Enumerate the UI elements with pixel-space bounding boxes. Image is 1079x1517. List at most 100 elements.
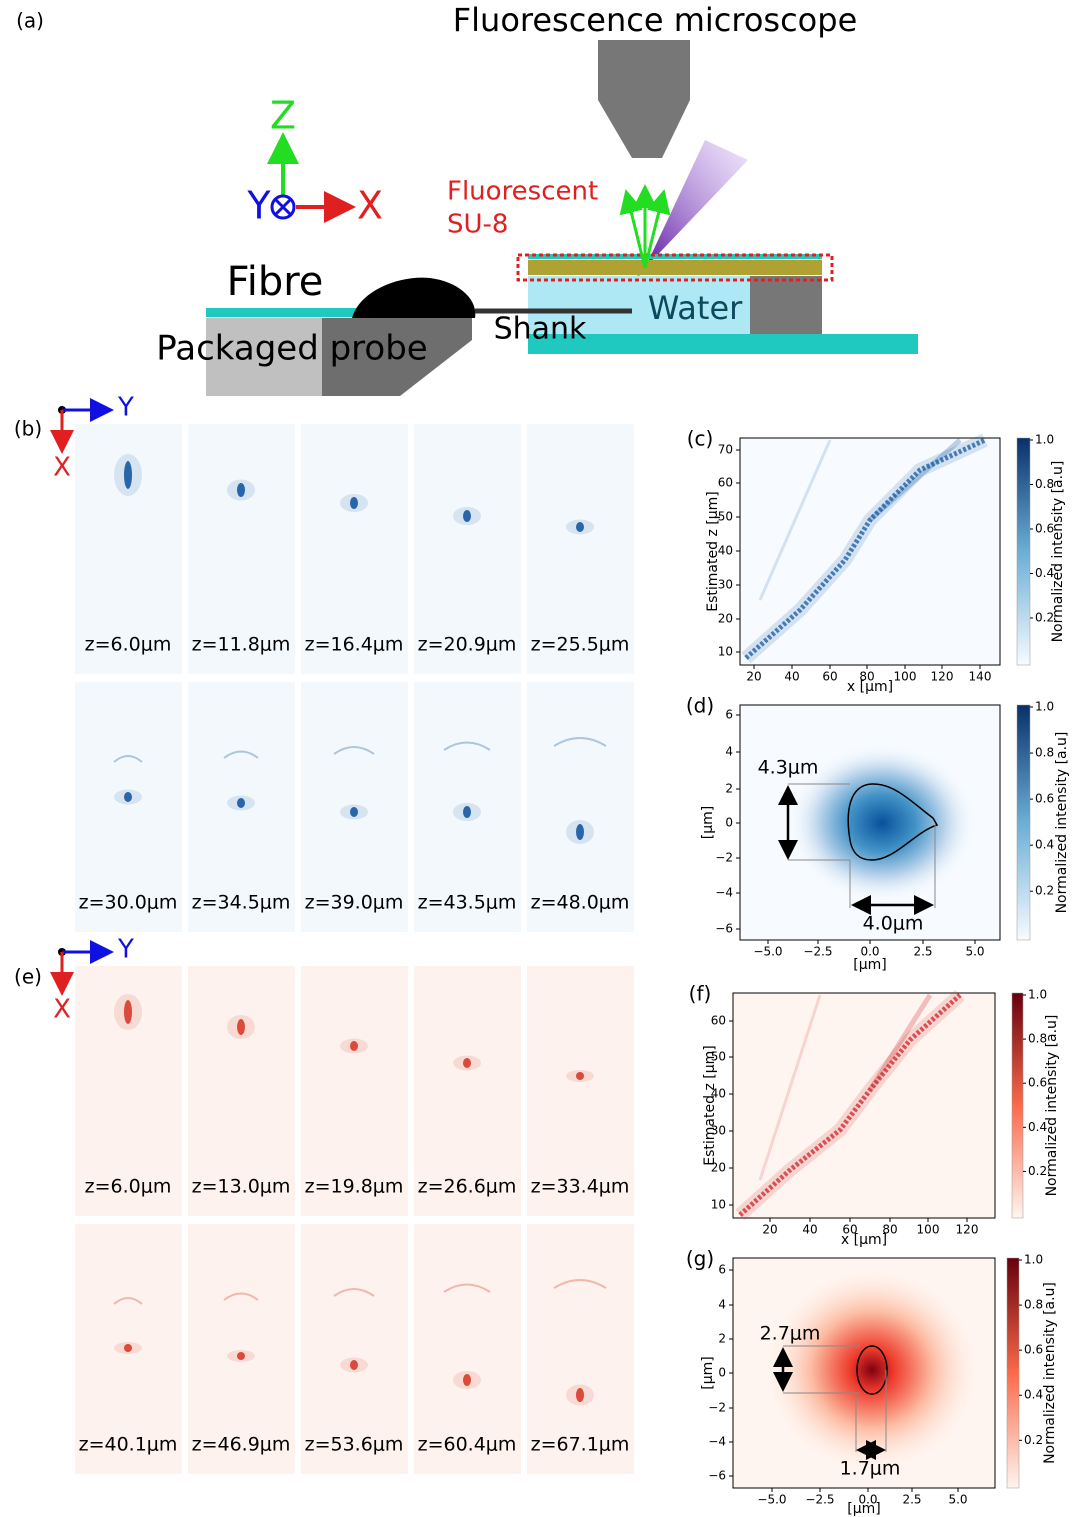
su8-layer: [528, 260, 822, 275]
annotation: 2.7μm: [760, 1323, 821, 1345]
tile-label: z=34.5μm: [192, 892, 291, 914]
label: Fibre: [227, 259, 324, 305]
tile-label: z=26.6μm: [418, 1176, 517, 1198]
arc: [443, 741, 491, 751]
spot: [463, 510, 471, 522]
y-tick-label: −2: [708, 1401, 726, 1415]
y-tick-label: 20: [711, 1161, 726, 1175]
image-tile: [527, 966, 634, 1216]
x-tick-label: 40: [802, 1223, 817, 1237]
colorbar-tick-label: 1.0: [1035, 700, 1054, 714]
side-beam: [867, 993, 933, 1092]
annotation: 4.0μm: [863, 913, 924, 935]
fibre-line: [206, 308, 360, 317]
image-tile: [188, 1224, 295, 1474]
label: SU-8: [447, 210, 508, 240]
annotation: 1.7μm: [840, 1458, 901, 1480]
x-tick-label: 0.0: [858, 1493, 877, 1507]
image-tile: [414, 966, 521, 1216]
x-tick-label: 2.5: [902, 1493, 921, 1507]
image-tile: [188, 966, 295, 1216]
tile-label: z=6.0μm: [85, 1176, 172, 1198]
contour: [847, 783, 939, 861]
y-tick-label: 0: [718, 1366, 726, 1380]
panel-label: (b): [14, 417, 42, 441]
spot: [237, 1019, 245, 1035]
tile-label: z=67.1μm: [531, 1434, 630, 1456]
y-tick-label: 30: [718, 578, 733, 592]
x-tick-label: −2.5: [803, 945, 832, 959]
colorbar-tick-label: 0.4: [1035, 838, 1054, 852]
x-tick-label: −5.0: [757, 1493, 786, 1507]
intensity-blob: [787, 743, 977, 903]
spot: [576, 1388, 584, 1402]
tile-label: z=30.0μm: [79, 892, 178, 914]
axis-label: Y: [117, 935, 134, 965]
tile-label: z=19.8μm: [305, 1176, 404, 1198]
image-tile: [188, 424, 295, 674]
image-tile: [301, 1224, 408, 1474]
axis-label: X: [357, 184, 383, 228]
x-axis-label: x [μm]: [847, 679, 893, 695]
spacer: [750, 276, 822, 334]
y-tick-label: 4: [718, 1298, 726, 1312]
y-tick-label: 20: [718, 612, 733, 626]
colorbar-label: Normalized intensity [a.u]: [1042, 1282, 1058, 1464]
image-tile: [527, 682, 634, 932]
excitation-beam: [645, 140, 748, 268]
colorbar-tick-label: 1.0: [1024, 1253, 1043, 1267]
spot: [463, 1374, 471, 1386]
spot: [124, 461, 132, 489]
base-slide: [528, 334, 918, 354]
y-tick-label: 70: [718, 443, 733, 457]
colorbar-tick-label: 0.2: [1035, 610, 1054, 624]
intensity-blob: [762, 1265, 982, 1475]
y-axis-label: Estimated z [μm]: [702, 1045, 718, 1165]
label: Shank: [494, 312, 587, 347]
arc: [553, 1279, 607, 1289]
arc: [553, 737, 607, 747]
tile-label: z=39.0μm: [305, 892, 404, 914]
arc: [113, 755, 143, 763]
arc: [113, 1297, 143, 1305]
side-beam: [868, 438, 962, 522]
emission-arrow: [643, 189, 671, 269]
colorbar-tick-label: 0.8: [1028, 1032, 1047, 1046]
panel-label: (g): [686, 1247, 714, 1271]
colorbar-tick-label: 1.0: [1035, 433, 1054, 447]
axis-label: X: [53, 995, 71, 1025]
colorbar-tick-label: 0.6: [1035, 792, 1054, 806]
title: Fluorescence microscope: [453, 1, 858, 39]
spot: [463, 806, 471, 818]
colorbar-label: Normalized intensity [a.u]: [1054, 732, 1070, 914]
arc: [443, 1283, 491, 1293]
x-tick-label: −5.0: [753, 945, 782, 959]
y-tick-label: −4: [715, 886, 733, 900]
label: Water: [648, 289, 743, 327]
x-tick-label: 40: [784, 670, 799, 684]
arc: [223, 750, 259, 759]
x-axis-label: x [μm]: [841, 1232, 887, 1248]
colorbar-tick-label: 0.6: [1028, 1076, 1047, 1090]
x-tick-label: 120: [931, 670, 954, 684]
colorbar-label: Normalized intensity [a.u]: [1050, 461, 1066, 643]
colorbar-tick-label: 0.4: [1028, 1120, 1047, 1134]
colorbar-tick-label: 0.8: [1035, 746, 1054, 760]
x-axis-label: [μm]: [853, 957, 886, 973]
panel-label: (c): [687, 427, 714, 451]
tile-label: z=33.4μm: [531, 1176, 630, 1198]
colorbar-label: Normalized intensity [a.u]: [1044, 1015, 1060, 1197]
y-axis-label: [μm]: [700, 806, 716, 839]
contour: [856, 1345, 888, 1395]
x-axis-label: [μm]: [847, 1501, 880, 1517]
colorbar-tick-label: 0.8: [1024, 1298, 1043, 1312]
y-axis-label: [μm]: [700, 1356, 716, 1389]
x-tick-label: 80: [859, 670, 874, 684]
label: Fluorescent: [447, 177, 598, 207]
y-tick-label: −6: [708, 1469, 726, 1483]
colorbar: [1011, 992, 1024, 1219]
emission-arrow: [619, 189, 647, 269]
spot: [350, 807, 358, 817]
probe-base: [206, 318, 322, 396]
spot: [576, 824, 584, 840]
